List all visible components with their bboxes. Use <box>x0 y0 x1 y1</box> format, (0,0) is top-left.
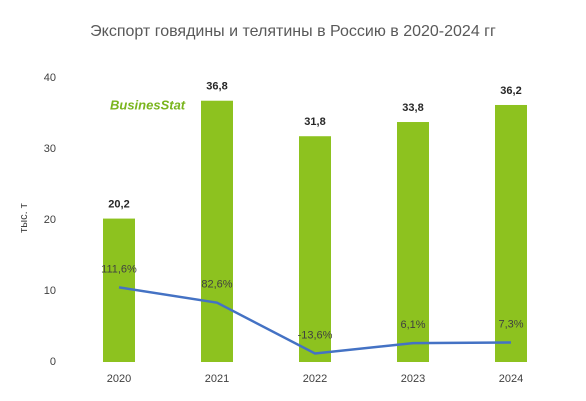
y-tick-label: 20 <box>44 214 56 226</box>
chart-title: Экспорт говядины и телятины в Россию в 2… <box>90 23 496 40</box>
line-value-label: 111,6% <box>101 263 137 275</box>
x-tick-label: 2022 <box>303 373 327 385</box>
y-tick-label: 30 <box>44 143 56 155</box>
y-tick-label: 0 <box>50 356 56 368</box>
bar <box>299 136 331 362</box>
y-axis-label: тыс. т <box>18 203 30 233</box>
logo: BusinesStat <box>110 97 186 112</box>
line-value-label: 6,1% <box>400 319 425 331</box>
bar-value-label: 33,8 <box>402 102 423 114</box>
bar-value-label: 20,2 <box>108 198 129 210</box>
line-value-label: 82,6% <box>201 279 232 291</box>
x-tick-label: 2021 <box>205 373 229 385</box>
line-value-label: 7,3% <box>498 318 523 330</box>
y-tick-label: 40 <box>44 72 56 84</box>
bar <box>495 104 527 362</box>
bar-value-label: 36,8 <box>206 81 227 93</box>
bar-value-label: 36,2 <box>500 85 521 97</box>
growth-line <box>118 286 512 355</box>
bar-value-label: 31,8 <box>304 116 325 128</box>
x-tick-label: 2024 <box>499 373 523 385</box>
x-tick-label: 2020 <box>107 373 131 385</box>
bar <box>397 122 429 363</box>
y-tick-label: 10 <box>44 285 56 297</box>
bar <box>201 100 233 362</box>
x-tick-label: 2023 <box>401 373 425 385</box>
line-value-label: -13,6% <box>298 329 333 341</box>
